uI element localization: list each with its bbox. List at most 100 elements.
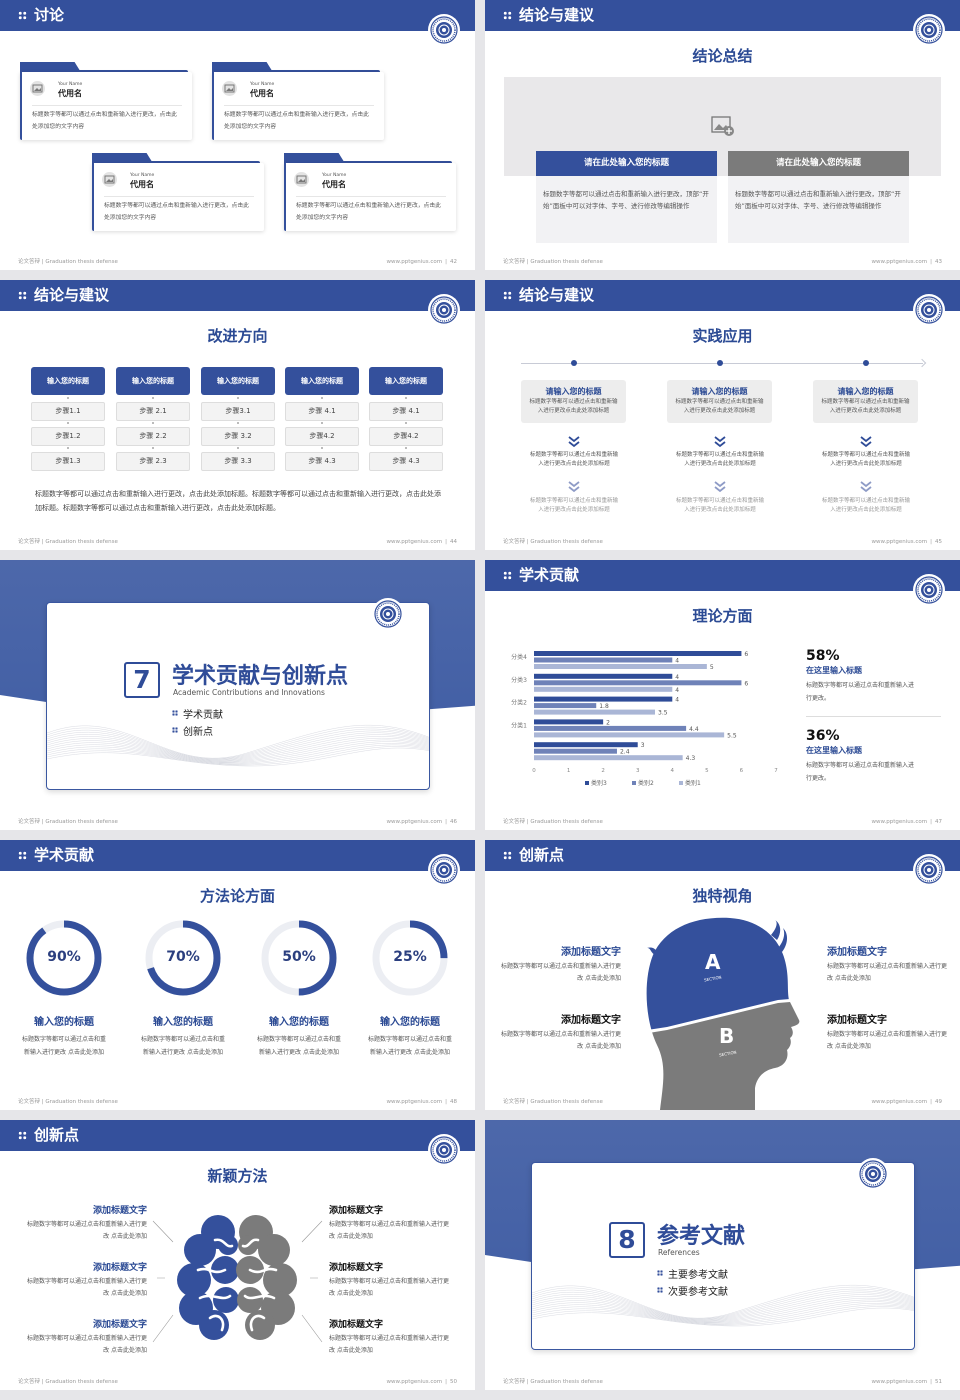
footer-site: www.pptgenius.com [871,539,928,545]
step-box: 步骤4.2 [285,427,359,446]
ring-percent: 90% [47,949,81,965]
university-logo [913,854,945,886]
double-chevron-icon [859,478,873,497]
bar [534,686,673,692]
grid-dots-icon [503,851,512,860]
item-text-2: 标题数字等都可以通过点击和重新输入进行更改点击此处添加标题 [675,452,764,467]
footer-separator: | [930,259,932,265]
header-title: 创新点 [519,846,565,864]
block-text: 标题数字等都可以通过点击和重新输入进行更改 点击此处添加 [500,1031,621,1050]
header-title: 结论与建议 [34,286,110,304]
brain-lobe [177,1263,211,1297]
step-box: 步骤3.1 [201,402,275,421]
panel-title: 请在此处输入您的标题 [536,151,717,176]
slide-title: 方法论方面 [199,887,275,905]
item-text-2: 标题数字等都可以通过点击和重新输入进行更改点击此处添加标题 [529,452,618,467]
block-text: 标题数字等都可以通过点击和重新输入进行更改 点击此处添加 [329,1278,450,1297]
section-title: 学术贡献与创新点 [172,664,349,689]
slide-47[interactable]: 学术贡献 理论方面 论文答辩 | Graduation thesis defense… [485,560,960,830]
brain-lobe [258,1234,290,1266]
university-logo [857,1158,889,1190]
footer-site: www.pptgenius.com [386,539,443,545]
header-bar: 创新点 [0,1120,475,1151]
footer-separator: | [930,539,932,545]
footer-site: www.pptgenius.com [871,1379,928,1385]
grid-dots-icon [18,11,27,20]
section-subtitle: References [658,1248,700,1257]
grid-dots-icon [18,1131,27,1140]
slide-43[interactable]: 结论与建议 结论总结 论文答辩 | Graduation thesis defens… [485,0,960,270]
picture-glyph [296,175,307,184]
brain-icon [152,1215,323,1343]
picture-glyph [224,84,235,93]
grid-dots-icon [503,11,512,20]
profile-card: Your Name 代用名 标题数字等都可以通过点击和重新输入进行更改，点击此处添加… [20,62,192,142]
data-label: 4 [675,674,679,681]
legend-swatch [632,781,636,785]
connector-dot [152,447,154,449]
bar [534,719,604,725]
bar [534,748,617,754]
slide-title: 独特视角 [692,887,753,905]
section-title: 参考文献 [657,1224,746,1249]
slide-42[interactable]: 讨论 论文答辩 | Graduation thesis defense www.pp… [0,0,475,270]
x-tick-label: 6 [740,768,744,774]
data-label: 6 [744,680,748,687]
seal-graphic [859,1160,887,1188]
card-body: Your Name 代用名 标题数字等都可以通过点击和重新输入进行更改，点击此处添加… [212,72,384,140]
x-tick-label: 4 [671,768,675,774]
brain-folds [196,1238,278,1332]
data-label: 5 [710,664,714,671]
header-bar: 结论与建议 [485,280,960,311]
section-card [531,1162,915,1350]
slide-45[interactable]: 结论与建议 实践应用 论文答辩 | Graduation thesis defens… [485,280,960,550]
section-card [46,602,430,790]
connector-dot [237,397,239,399]
bar [534,725,687,731]
connector-dot [405,397,407,399]
bar [534,680,742,686]
step-box: 步骤 4.3 [369,452,443,471]
item-title: 请输入您的标题 [837,387,894,396]
ring-progress [372,920,448,996]
footer-site: www.pptgenius.com [386,1379,443,1385]
connector-lines [152,1220,323,1343]
stat-text: 标题数字等都可以通过点击和重新输入进行更改。 [806,682,915,702]
slide-50[interactable]: 创新点 新颖方法 论文答辩 | Graduation thesis defense w… [0,1120,475,1390]
progress-ring [261,920,337,996]
slide-44[interactable]: 结论与建议 改进方向 论文答辩 | Graduation thesis defens… [0,280,475,550]
page-number: 47 [935,819,942,825]
section-b-letter: B [719,1024,735,1048]
step-box: 步骤 4.3 [285,452,359,471]
slide-49[interactable]: 创新点 独特视角 论文答辩 | Graduation thesis defense w… [485,840,960,1110]
data-label: 4.4 [689,726,699,733]
header-bar: 结论与建议 [485,0,960,31]
step-box: 步骤4.2 [369,427,443,446]
university-logo [913,14,945,46]
double-chevron-icon [713,433,727,452]
wave-pattern [47,724,429,767]
slide-46[interactable]: 7 学术贡献与创新点 Academic Contributions and Inno… [0,560,475,830]
bar-chart: 分类4 6 4 5 分类3 4 6 4 分类2 4 1.8 3.5 分类1 2 4.4 5.5 3 2.4 4.3 0… [511,651,778,787]
image-placeholder-icon [102,172,117,187]
slide-51[interactable]: 8 参考文献 References 主要参考文献 次要参考文献 论文答辩 | Gradua… [485,1120,960,1390]
footer-page: www.pptgenius.com | 44 [387,539,457,545]
item-text-3: 标题数字等都可以通过点击和重新输入进行更改点击此处添加标题 [675,498,764,513]
block-text: 标题数字等都可以通过点击和重新输入进行更改 点击此处添加 [500,963,621,982]
seal-graphic [915,576,943,604]
item-text: 标题数字等都可以通过点击和重新输入进行更改点击此处添加标题 [821,399,910,414]
card-body: Your Name 代用名 标题数字等都可以通过点击和重新输入进行更改，点击此处添加… [92,163,264,231]
connector-dot [321,397,323,399]
footer-separator: | [445,1099,447,1105]
footer-page: www.pptgenius.com | 50 [387,1379,457,1385]
header-title: 创新点 [34,1126,80,1144]
data-label: 3.5 [658,710,668,717]
block-title: 添加标题文字 [92,1206,147,1216]
ring-progress [145,920,221,996]
data-label: 5.5 [727,732,737,739]
ring-percent: 50% [282,949,316,965]
card-divider [32,105,182,106]
slide-48[interactable]: 学术贡献 方法论方面 论文答辩 | Graduation thesis defens… [0,840,475,1110]
header-bar: 结论与建议 [0,280,475,311]
footer-separator: | [445,259,447,265]
